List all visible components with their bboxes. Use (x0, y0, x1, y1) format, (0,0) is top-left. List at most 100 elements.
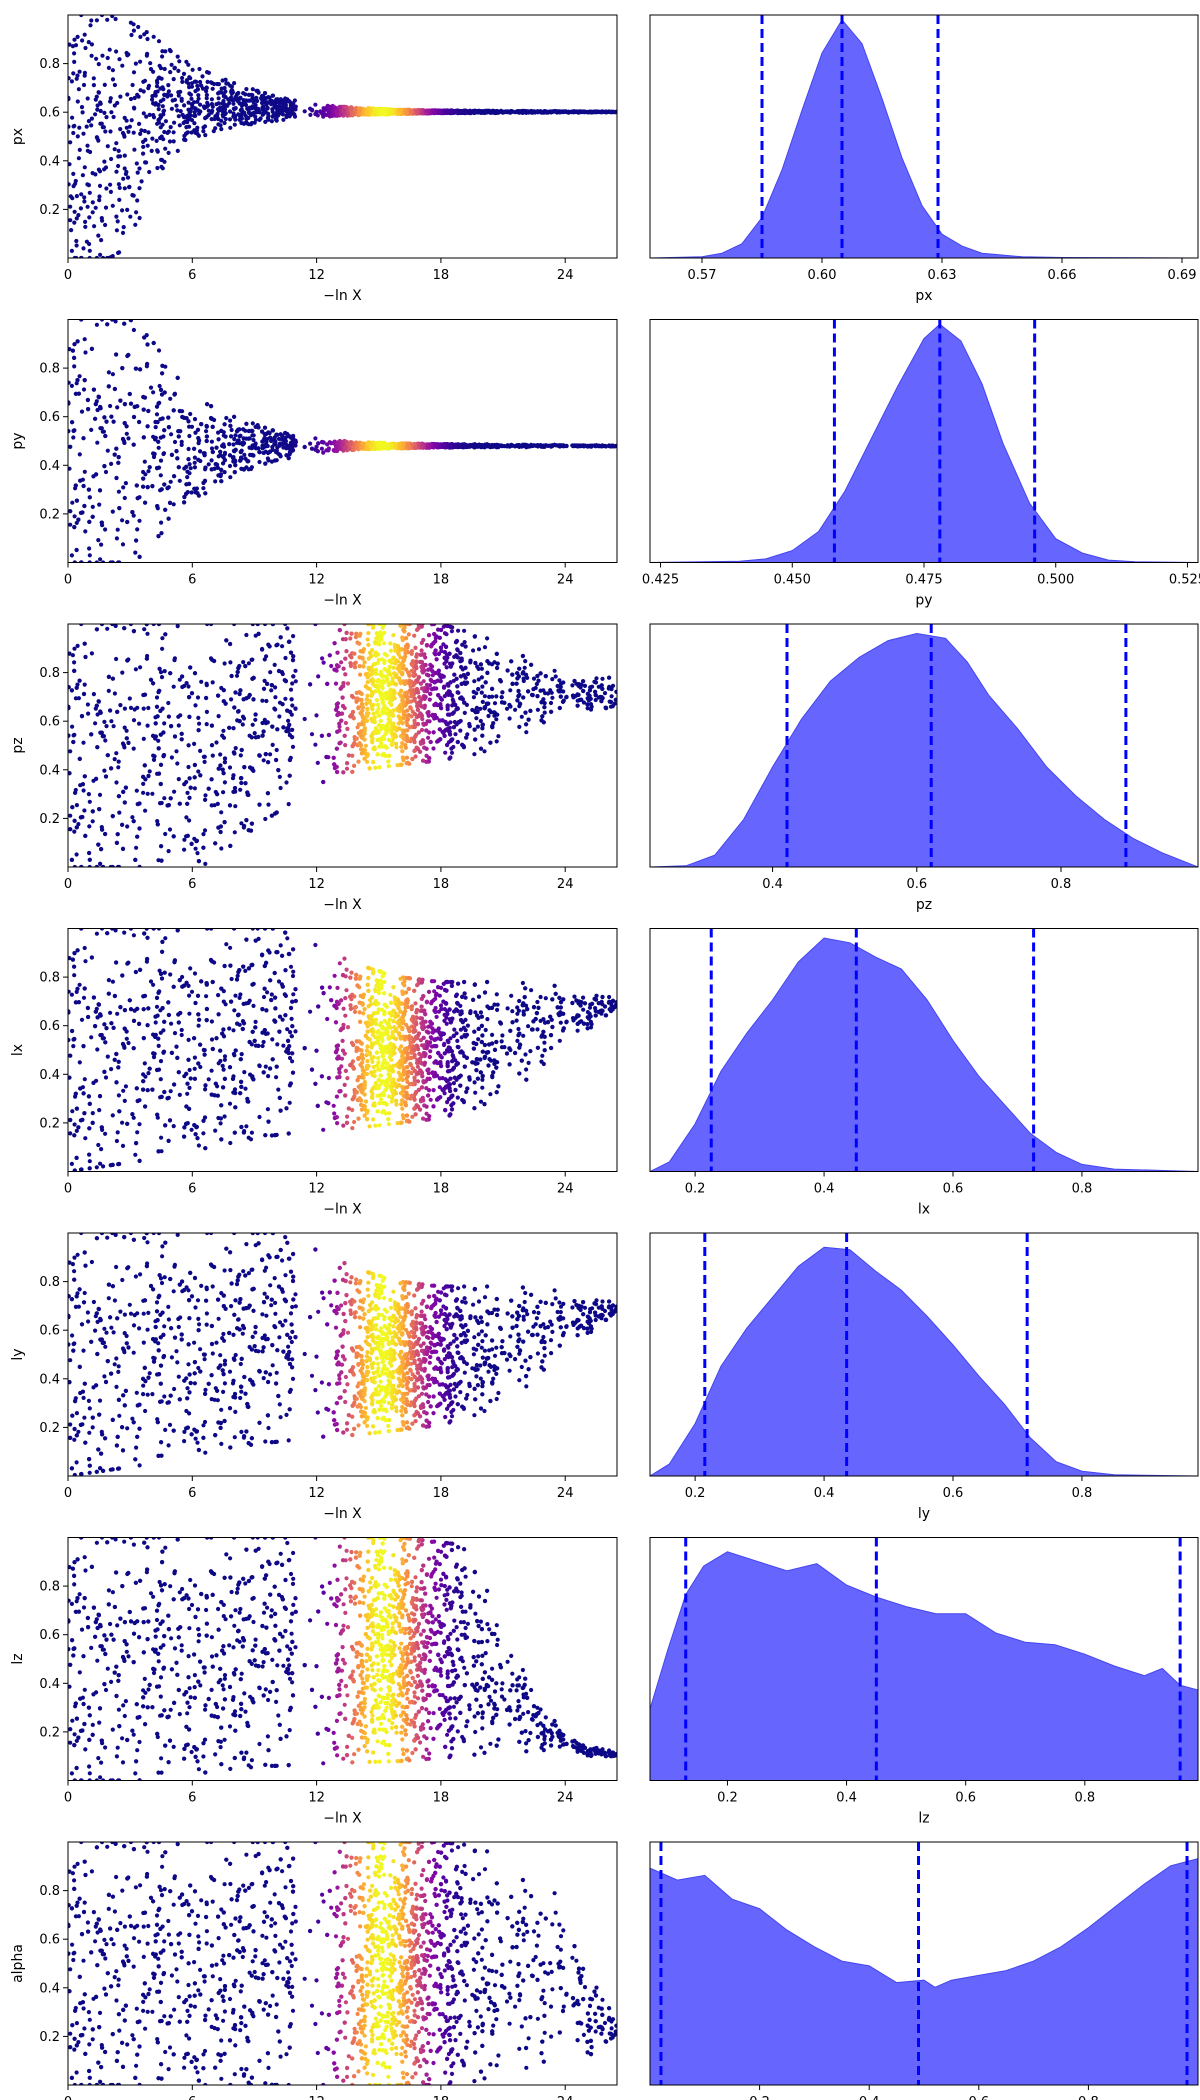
sample-point (157, 63, 162, 68)
sample-point (321, 106, 326, 111)
sample-point (74, 243, 79, 248)
sample-point (158, 86, 163, 91)
sample-point (87, 553, 92, 558)
sample-point (121, 225, 126, 230)
sample-point (141, 469, 146, 475)
sample-point (332, 105, 337, 110)
sample-point (120, 208, 125, 213)
sample-point (175, 375, 180, 380)
sample-point (158, 125, 163, 130)
sample-point (133, 550, 138, 555)
sample-point (313, 436, 318, 441)
sample-point (168, 125, 173, 130)
sample-point (129, 118, 134, 123)
y-tick-label: 0.2 (39, 203, 60, 218)
sample-point (218, 108, 223, 113)
sample-point (161, 108, 167, 113)
sample-point (114, 475, 119, 481)
sample-point (572, 109, 577, 114)
sample-point (193, 490, 198, 495)
sample-point (227, 442, 232, 447)
sample-point (115, 100, 120, 106)
sample-point (79, 319, 84, 322)
sample-point (587, 109, 593, 114)
sample-point (142, 335, 147, 340)
sample-point (222, 120, 227, 126)
sample-point (121, 132, 126, 137)
sample-point (145, 424, 150, 429)
sample-point (97, 194, 102, 199)
sample-point (175, 108, 180, 113)
sample-point (132, 95, 137, 101)
sample-point (344, 105, 349, 110)
sample-point (181, 71, 187, 76)
sample-point (426, 109, 431, 114)
sample-point (483, 109, 488, 114)
sample-point (215, 114, 220, 119)
sample-point (130, 82, 135, 88)
sample-point (159, 520, 164, 525)
sample-point (265, 100, 270, 105)
sample-point (162, 428, 167, 433)
sample-point (72, 209, 77, 214)
sample-point (230, 455, 236, 460)
sample-point (80, 173, 85, 178)
sample-point (79, 105, 85, 110)
sample-point (250, 111, 255, 116)
sample-point (72, 560, 77, 563)
sample-point (68, 76, 71, 81)
sample-point (81, 82, 87, 88)
sample-point (184, 491, 189, 496)
sample-point (87, 560, 92, 563)
sample-point (492, 110, 497, 115)
sample-point (260, 443, 265, 448)
sample-point (90, 210, 95, 215)
sample-point (265, 116, 270, 121)
sample-point (102, 159, 107, 164)
sample-point (549, 110, 554, 115)
sample-point (131, 70, 137, 75)
sample-point (135, 170, 140, 175)
sample-point (238, 433, 243, 438)
sample-point (267, 95, 272, 100)
sample-point (163, 49, 168, 54)
sample-point (199, 422, 204, 427)
sample-point (232, 122, 237, 127)
x-tick-label: 0.60 (808, 268, 837, 283)
sample-point (269, 438, 274, 443)
sample-point (210, 449, 215, 455)
sample-point (76, 87, 81, 92)
sample-point (272, 458, 278, 463)
sample-point (256, 90, 261, 95)
sample-point (131, 513, 136, 518)
sample-point (238, 112, 244, 117)
panel-trace-lnx-px: 0 6 12 18 240.20.40.60.8−ln Xpx (10, 14, 618, 304)
sample-point (179, 439, 184, 444)
sample-point (70, 196, 75, 201)
sample-point (192, 113, 197, 118)
sample-point (160, 104, 165, 109)
sample-point (81, 436, 86, 441)
sample-point (171, 502, 176, 507)
y-tick-label: 0.6 (39, 106, 60, 121)
sample-point (278, 454, 283, 459)
sample-point (326, 448, 331, 453)
sample-point (77, 374, 82, 379)
sample-point (159, 531, 164, 536)
sample-point (270, 93, 276, 98)
sample-point (151, 340, 156, 346)
sample-point (180, 79, 185, 84)
sample-point (163, 119, 168, 124)
sample-point (539, 110, 544, 115)
x-tick-label: 0 (64, 268, 72, 283)
sample-point (205, 79, 210, 84)
sample-point (257, 117, 262, 122)
sample-point (192, 106, 197, 111)
sample-point (109, 110, 114, 115)
sample-point (133, 366, 138, 371)
sample-point (105, 448, 110, 453)
sample-point (162, 129, 167, 135)
sample-point (214, 102, 219, 107)
sample-point (117, 57, 122, 62)
sample-point (82, 73, 87, 78)
